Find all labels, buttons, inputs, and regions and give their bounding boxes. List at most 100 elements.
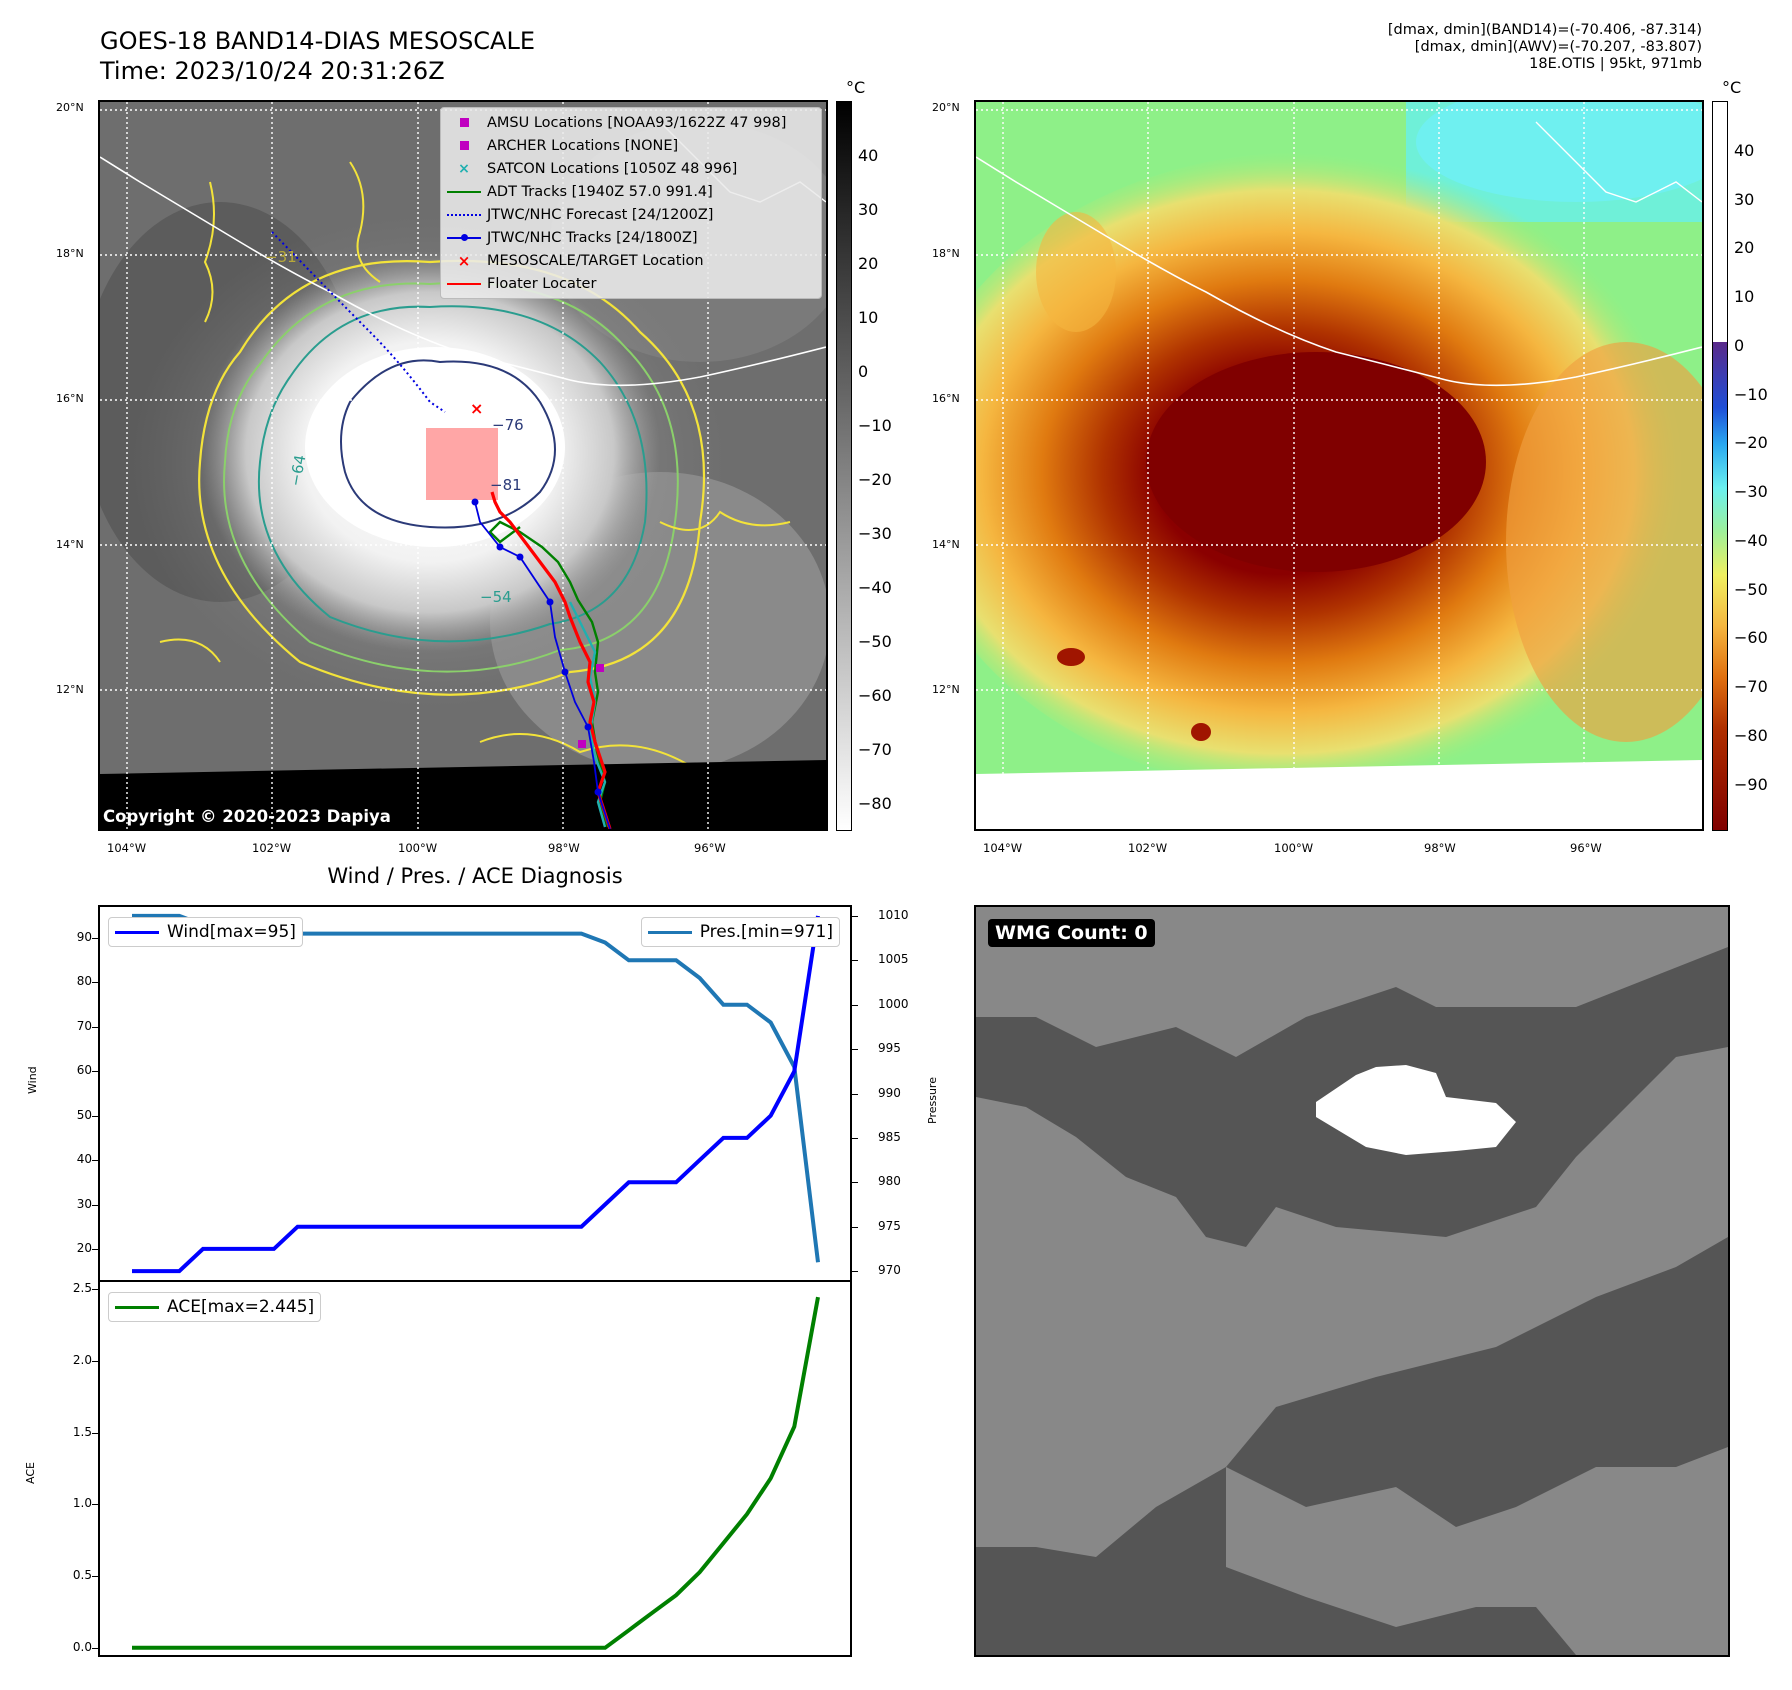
wmg-panel: WMG Count: 0 — [974, 905, 1730, 1657]
legend-floater-label: Floater Locater — [487, 275, 597, 292]
pressure-tick: 1000 — [878, 996, 909, 1011]
ace-tick: 0.5 — [72, 1568, 92, 1583]
amsu-location — [596, 664, 604, 672]
ace-tick-mark — [92, 1576, 98, 1578]
right-cb-tick-m10: −10 — [1734, 385, 1768, 404]
left-colorbar — [836, 101, 852, 831]
left-cb-tick-m80: −80 — [858, 794, 892, 813]
right-cb-tick-m20: −20 — [1734, 433, 1768, 452]
wind-tick-mark — [92, 1026, 98, 1028]
pressure-line — [132, 913, 820, 1263]
wind-tick: 40 — [76, 1152, 92, 1167]
ace-tick: 2.0 — [72, 1352, 92, 1367]
pressure-tick: 985 — [878, 1129, 901, 1144]
legend-x-icon: × — [457, 251, 471, 270]
info-block: [dmax, dmin](BAND14)=(-70.406, -87.314) … — [1388, 22, 1702, 73]
pressure-tick: 995 — [878, 1041, 901, 1056]
wmg-bright-core — [1316, 1065, 1516, 1155]
wind-line — [132, 915, 820, 1274]
map-legend: AMSU Locations [NOAA93/1622Z 47 998] ARC… — [440, 107, 822, 299]
pressure-tick-mark — [852, 915, 858, 917]
awv-grid — [976, 102, 1702, 829]
ace-legend-label: ACE[max=2.445] — [167, 1297, 315, 1317]
wind-tick-mark — [92, 1204, 98, 1206]
left-cb-tick-m10: −10 — [858, 416, 892, 435]
legend-square-icon — [459, 118, 469, 127]
left-cb-tick-m70: −70 — [858, 740, 892, 759]
left-cb-tick-0: 0 — [858, 362, 869, 381]
left-lon-104: 104°W — [107, 841, 147, 855]
legend-archer-label: ARCHER Locations [NONE] — [487, 137, 679, 154]
legend-adt: ADT Tracks [1940Z 57.0 991.4] — [441, 180, 821, 203]
left-lon-96: 96°W — [694, 841, 726, 855]
wind-tick: 60 — [76, 1063, 92, 1078]
legend-satcon: × SATCON Locations [1050Z 48 996] — [441, 157, 821, 180]
ace-tick: 1.0 — [72, 1496, 92, 1511]
wind-tick-mark — [92, 1071, 98, 1073]
ace-legend-line-icon — [115, 1305, 159, 1309]
right-cb-tick-m70: −70 — [1734, 677, 1768, 696]
left-cb-tick-20: 20 — [858, 254, 879, 273]
wind-legend-label: Wind[max=95] — [167, 922, 296, 942]
left-cb-tick-m30: −30 — [858, 524, 892, 543]
floater-track — [490, 491, 612, 829]
contour-navy — [340, 359, 556, 529]
right-cb-tick-20: 20 — [1734, 238, 1755, 257]
copyright-text: Copyright © 2020-2023 Dapiya — [103, 807, 391, 826]
right-cb-tick-10: 10 — [1734, 287, 1755, 306]
pres-legend-label: Pres.[min=971] — [699, 922, 833, 942]
awv-map — [976, 102, 1702, 829]
pressure-tick-mark — [852, 1137, 858, 1139]
pres-legend: Pres.[min=971] — [640, 917, 840, 947]
right-lon-102: 102°W — [1128, 841, 1168, 855]
right-colorbar — [1712, 101, 1728, 831]
legend-satcon-label: SATCON Locations [1050Z 48 996] — [487, 160, 738, 177]
awv-coastline — [976, 156, 1702, 387]
left-lat-14: 14°N — [56, 538, 84, 551]
wind-pressure-plot — [132, 913, 820, 1274]
figure-title: GOES-18 BAND14-DIAS MESOSCALE Time: 2023… — [100, 26, 535, 86]
right-lat-20: 20°N — [932, 101, 960, 114]
legend-nhc-label: JTWC/NHC Tracks [24/1800Z] — [487, 229, 698, 246]
left-cb-tick-40: 40 — [858, 146, 879, 165]
nhc-track — [474, 501, 611, 829]
ace-tick: 0.0 — [72, 1639, 92, 1654]
left-lon-98: 98°W — [548, 841, 580, 855]
left-cb-tick-10: 10 — [858, 308, 879, 327]
info-line-2: [dmax, dmin](AWV)=(-70.207, -83.807) — [1414, 39, 1702, 55]
right-colorbar-unit: °C — [1722, 78, 1742, 97]
contour-label-1: −76 — [492, 416, 524, 434]
wmg-count-label: WMG Count: 0 — [988, 919, 1155, 947]
pressure-tick-mark — [852, 1271, 858, 1273]
right-lon-98: 98°W — [1424, 841, 1456, 855]
coastline — [100, 156, 826, 387]
legend-line-icon — [447, 282, 481, 285]
pressure-tick: 970 — [878, 1263, 901, 1278]
left-lat-20: 20°N — [56, 101, 84, 114]
left-colorbar-unit: °C — [846, 78, 866, 97]
pressure-tick-mark — [852, 1182, 858, 1184]
right-lat-16: 16°N — [932, 392, 960, 405]
right-cb-tick-m90: −90 — [1734, 775, 1768, 794]
right-lat-18: 18°N — [932, 247, 960, 260]
wind-legend: Wind[max=95] — [108, 917, 303, 947]
ace-plot — [132, 1296, 820, 1650]
wind-tick: 70 — [76, 1018, 92, 1033]
legend-adt-label: ADT Tracks [1940Z 57.0 991.4] — [487, 183, 713, 200]
diag-title: Wind / Pres. / ACE Diagnosis — [327, 864, 623, 888]
ace-ylabel: ACE — [24, 1462, 37, 1484]
legend-target: × MESOSCALE/TARGET Location — [441, 249, 821, 272]
wind-tick-mark — [92, 938, 98, 940]
pressure-tick-mark — [852, 1226, 858, 1228]
pressure-tick: 980 — [878, 1174, 901, 1189]
ace-tick-mark — [92, 1504, 98, 1506]
legend-dotted-icon — [447, 213, 481, 216]
ace-tick-mark — [92, 1647, 98, 1649]
pressure-tick: 975 — [878, 1218, 901, 1233]
legend-amsu: AMSU Locations [NOAA93/1622Z 47 998] — [441, 111, 821, 134]
right-cb-tick-m80: −80 — [1734, 726, 1768, 745]
contour-label-5: −31 — [265, 248, 297, 266]
right-cb-tick-30: 30 — [1734, 190, 1755, 209]
left-lat-18: 18°N — [56, 247, 84, 260]
forecast-track — [271, 231, 446, 413]
